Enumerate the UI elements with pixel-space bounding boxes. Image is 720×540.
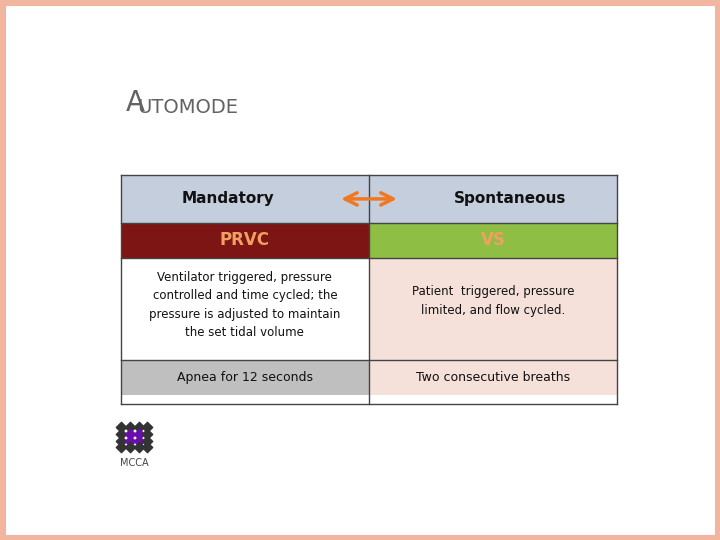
- Point: [142, 430, 153, 438]
- Point: [142, 443, 153, 451]
- Text: Patient  triggered, pressure
limited, and flow cycled.: Patient triggered, pressure limited, and…: [412, 285, 575, 316]
- Point: [142, 436, 153, 445]
- Bar: [369, 223, 617, 258]
- Text: Mandatory: Mandatory: [181, 191, 274, 206]
- Bar: [369, 258, 617, 360]
- Text: A: A: [126, 89, 145, 117]
- Point: [132, 430, 144, 438]
- Text: Two consecutive breaths: Two consecutive breaths: [416, 371, 570, 384]
- Bar: [121, 175, 369, 223]
- Point: [132, 443, 144, 451]
- Bar: [121, 223, 369, 258]
- Point: [124, 423, 135, 431]
- Text: Apnea for 12 seconds: Apnea for 12 seconds: [177, 371, 313, 384]
- Point: [124, 443, 135, 451]
- Text: UTOMODE: UTOMODE: [138, 98, 238, 117]
- Text: Spontaneous: Spontaneous: [454, 191, 566, 206]
- Point: [115, 436, 127, 445]
- Text: VS: VS: [481, 232, 505, 249]
- Point: [115, 430, 127, 438]
- Bar: [121, 360, 369, 395]
- Point: [124, 430, 135, 438]
- Text: Ventilator triggered, pressure
controlled and time cycled; the
pressure is adjus: Ventilator triggered, pressure controlle…: [149, 271, 341, 339]
- Point: [132, 436, 144, 445]
- Point: [115, 443, 127, 451]
- Point: [115, 423, 127, 431]
- Text: MCCA: MCCA: [120, 458, 148, 468]
- Bar: [121, 258, 369, 360]
- Bar: [369, 175, 617, 223]
- Point: [124, 436, 135, 445]
- Bar: [369, 360, 617, 395]
- Point: [132, 423, 144, 431]
- Point: [142, 423, 153, 431]
- Text: PRVC: PRVC: [220, 232, 270, 249]
